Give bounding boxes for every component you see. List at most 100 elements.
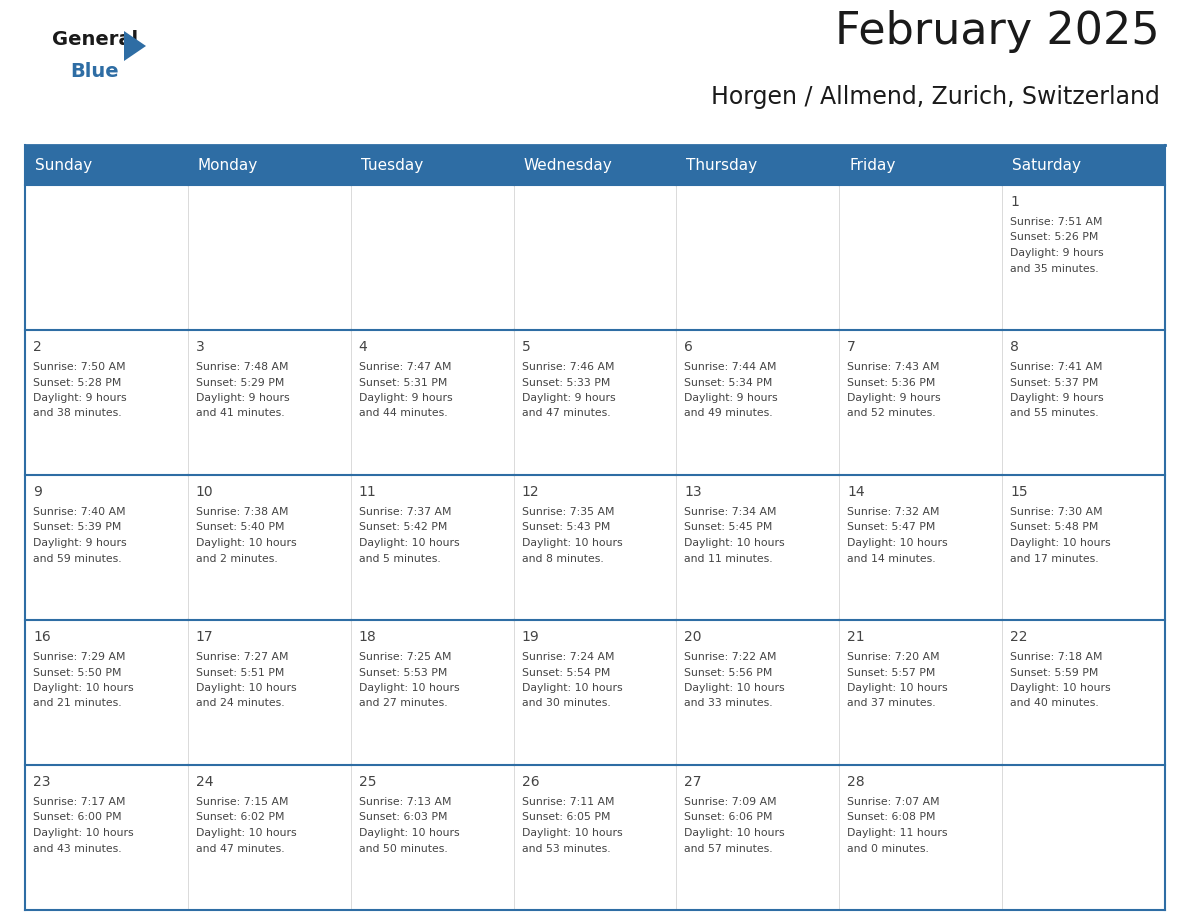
Text: Sunset: 6:02 PM: Sunset: 6:02 PM	[196, 812, 284, 823]
Text: and 38 minutes.: and 38 minutes.	[33, 409, 121, 419]
Text: Daylight: 9 hours: Daylight: 9 hours	[847, 393, 941, 403]
Text: Sunrise: 7:51 AM: Sunrise: 7:51 AM	[1010, 217, 1102, 227]
Text: Sunrise: 7:17 AM: Sunrise: 7:17 AM	[33, 797, 126, 807]
Text: Sunset: 5:57 PM: Sunset: 5:57 PM	[847, 667, 936, 677]
Text: February 2025: February 2025	[835, 10, 1159, 53]
Text: and 53 minutes.: and 53 minutes.	[522, 844, 611, 854]
Bar	[839, 185, 1003, 330]
Text: Tuesday: Tuesday	[361, 158, 423, 173]
Bar	[25, 330, 188, 475]
Text: and 24 minutes.: and 24 minutes.	[196, 699, 284, 709]
Bar	[350, 475, 513, 620]
Text: and 47 minutes.: and 47 minutes.	[522, 409, 611, 419]
Text: Daylight: 10 hours: Daylight: 10 hours	[684, 828, 785, 838]
Text: and 41 minutes.: and 41 minutes.	[196, 409, 284, 419]
Text: Daylight: 9 hours: Daylight: 9 hours	[522, 393, 615, 403]
Bar	[676, 620, 839, 765]
Text: Daylight: 9 hours: Daylight: 9 hours	[359, 393, 453, 403]
Text: Horgen / Allmend, Zurich, Switzerland: Horgen / Allmend, Zurich, Switzerland	[712, 85, 1159, 109]
Text: Daylight: 9 hours: Daylight: 9 hours	[684, 393, 778, 403]
Bar	[188, 330, 350, 475]
Bar	[188, 620, 350, 765]
Text: Sunset: 5:45 PM: Sunset: 5:45 PM	[684, 522, 773, 532]
Bar	[1003, 330, 1165, 475]
Bar	[1003, 620, 1165, 765]
Bar	[676, 475, 839, 620]
Text: and 59 minutes.: and 59 minutes.	[33, 554, 121, 564]
Text: Sunrise: 7:43 AM: Sunrise: 7:43 AM	[847, 362, 940, 372]
Text: and 43 minutes.: and 43 minutes.	[33, 844, 121, 854]
Text: 5: 5	[522, 340, 530, 354]
Text: Sunrise: 7:34 AM: Sunrise: 7:34 AM	[684, 507, 777, 517]
Text: Sunrise: 7:18 AM: Sunrise: 7:18 AM	[1010, 652, 1102, 662]
Bar	[350, 620, 513, 765]
Text: Sunset: 5:28 PM: Sunset: 5:28 PM	[33, 377, 121, 387]
Text: and 11 minutes.: and 11 minutes.	[684, 554, 773, 564]
Text: Sunset: 5:39 PM: Sunset: 5:39 PM	[33, 522, 121, 532]
Text: Sunset: 5:50 PM: Sunset: 5:50 PM	[33, 667, 121, 677]
Text: Sunrise: 7:40 AM: Sunrise: 7:40 AM	[33, 507, 126, 517]
Bar	[676, 145, 839, 185]
Text: Sunrise: 7:46 AM: Sunrise: 7:46 AM	[522, 362, 614, 372]
Bar	[25, 145, 188, 185]
Text: 27: 27	[684, 775, 702, 789]
Text: Sunset: 5:26 PM: Sunset: 5:26 PM	[1010, 232, 1099, 242]
Bar	[839, 330, 1003, 475]
Text: Sunset: 5:33 PM: Sunset: 5:33 PM	[522, 377, 609, 387]
Text: 2: 2	[33, 340, 42, 354]
Text: Daylight: 10 hours: Daylight: 10 hours	[684, 538, 785, 548]
Text: and 17 minutes.: and 17 minutes.	[1010, 554, 1099, 564]
Bar	[1003, 475, 1165, 620]
Bar	[676, 185, 839, 330]
Bar	[513, 620, 676, 765]
Bar	[1003, 185, 1165, 330]
Text: and 52 minutes.: and 52 minutes.	[847, 409, 936, 419]
Text: 28: 28	[847, 775, 865, 789]
Text: Sunrise: 7:24 AM: Sunrise: 7:24 AM	[522, 652, 614, 662]
Text: Sunset: 5:47 PM: Sunset: 5:47 PM	[847, 522, 936, 532]
Text: Sunset: 5:31 PM: Sunset: 5:31 PM	[359, 377, 447, 387]
Text: Sunrise: 7:37 AM: Sunrise: 7:37 AM	[359, 507, 451, 517]
Text: Daylight: 10 hours: Daylight: 10 hours	[196, 828, 297, 838]
Bar	[676, 765, 839, 910]
Text: and 2 minutes.: and 2 minutes.	[196, 554, 278, 564]
Text: Daylight: 11 hours: Daylight: 11 hours	[847, 828, 948, 838]
Text: 8: 8	[1010, 340, 1019, 354]
Text: Sunrise: 7:29 AM: Sunrise: 7:29 AM	[33, 652, 126, 662]
Text: Daylight: 10 hours: Daylight: 10 hours	[847, 683, 948, 693]
Text: Daylight: 9 hours: Daylight: 9 hours	[33, 393, 127, 403]
Text: Sunset: 6:05 PM: Sunset: 6:05 PM	[522, 812, 611, 823]
Bar	[839, 475, 1003, 620]
Text: and 14 minutes.: and 14 minutes.	[847, 554, 936, 564]
Bar	[25, 185, 188, 330]
Text: Sunrise: 7:25 AM: Sunrise: 7:25 AM	[359, 652, 451, 662]
Text: and 35 minutes.: and 35 minutes.	[1010, 263, 1099, 274]
Text: and 44 minutes.: and 44 minutes.	[359, 409, 448, 419]
Text: and 8 minutes.: and 8 minutes.	[522, 554, 604, 564]
Text: Sunrise: 7:47 AM: Sunrise: 7:47 AM	[359, 362, 451, 372]
Text: Daylight: 10 hours: Daylight: 10 hours	[522, 683, 623, 693]
Bar	[350, 765, 513, 910]
Text: Sunset: 6:08 PM: Sunset: 6:08 PM	[847, 812, 936, 823]
Text: Daylight: 10 hours: Daylight: 10 hours	[359, 538, 460, 548]
Text: 14: 14	[847, 485, 865, 499]
Text: Sunset: 5:56 PM: Sunset: 5:56 PM	[684, 667, 773, 677]
Text: 20: 20	[684, 630, 702, 644]
Text: 4: 4	[359, 340, 367, 354]
Text: 6: 6	[684, 340, 694, 354]
Text: Sunset: 5:48 PM: Sunset: 5:48 PM	[1010, 522, 1099, 532]
Bar	[25, 620, 188, 765]
Text: Sunset: 5:34 PM: Sunset: 5:34 PM	[684, 377, 773, 387]
Text: Sunset: 5:59 PM: Sunset: 5:59 PM	[1010, 667, 1099, 677]
Text: Sunrise: 7:20 AM: Sunrise: 7:20 AM	[847, 652, 940, 662]
Text: Sunset: 5:42 PM: Sunset: 5:42 PM	[359, 522, 447, 532]
Bar	[25, 475, 188, 620]
Bar	[188, 145, 350, 185]
Text: Daylight: 10 hours: Daylight: 10 hours	[196, 538, 297, 548]
Text: Sunday: Sunday	[34, 158, 93, 173]
Text: Daylight: 10 hours: Daylight: 10 hours	[847, 538, 948, 548]
Text: and 21 minutes.: and 21 minutes.	[33, 699, 121, 709]
Text: 13: 13	[684, 485, 702, 499]
Text: Thursday: Thursday	[687, 158, 758, 173]
Text: 12: 12	[522, 485, 539, 499]
